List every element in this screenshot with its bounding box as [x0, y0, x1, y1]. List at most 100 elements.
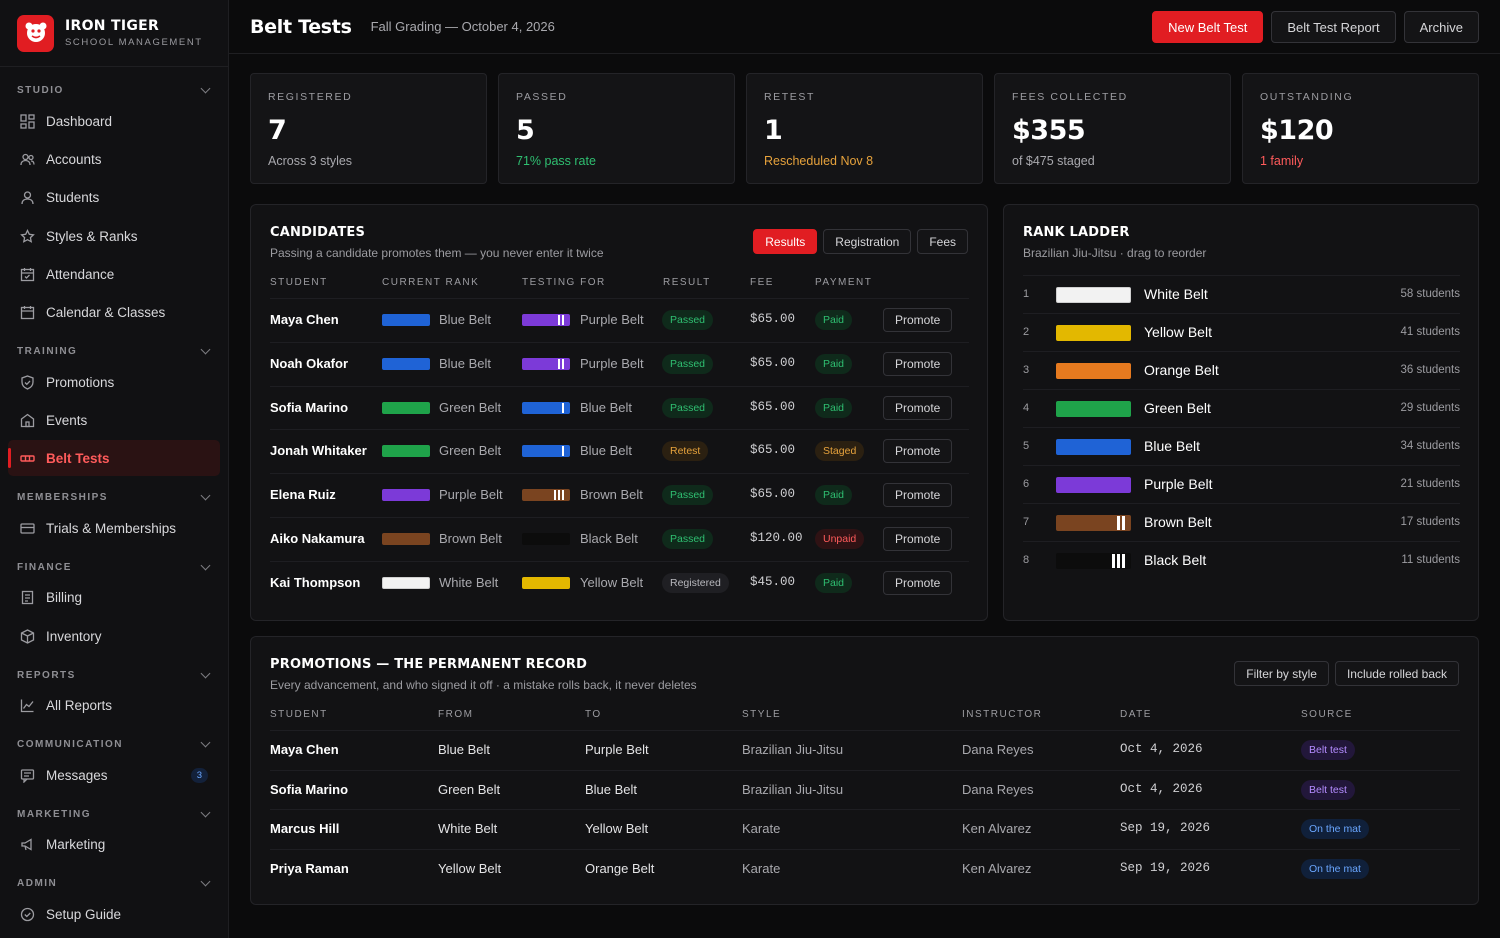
sidebar-item-billing[interactable]: Billing: [8, 579, 220, 615]
ladder-row[interactable]: 4 Green Belt 29 students: [1023, 389, 1460, 427]
ladder-row[interactable]: 7 Brown Belt 17 students: [1023, 503, 1460, 541]
section-marketing[interactable]: MARKETING: [0, 804, 228, 824]
sidebar-item-label: Calendar & Classes: [46, 304, 166, 320]
to-rank: Orange Belt: [585, 860, 655, 876]
student-name[interactable]: Priya Raman: [270, 860, 349, 876]
student-name[interactable]: Marcus Hill: [270, 821, 340, 837]
section-communication[interactable]: COMMUNICATION: [0, 734, 228, 754]
student-name[interactable]: Sofia Marino: [270, 781, 349, 797]
ladder-row[interactable]: 6 Purple Belt 21 students: [1023, 465, 1460, 503]
promotions-panel: PROMOTIONS — THE PERMANENT RECORD Every …: [250, 636, 1479, 905]
ladder-row[interactable]: 3 Orange Belt 36 students: [1023, 351, 1460, 389]
instructor-name: Dana Reyes: [962, 781, 1034, 797]
student-name[interactable]: Maya Chen: [270, 312, 339, 327]
new-belt-test-button[interactable]: New Belt Test: [1152, 11, 1264, 43]
promotions-title: PROMOTIONS — THE PERMANENT RECORD: [270, 657, 588, 672]
include-rolled-back-button[interactable]: Include rolled back: [1334, 661, 1459, 686]
sidebar-item-promotions[interactable]: Promotions: [8, 364, 220, 400]
archive-button[interactable]: Archive: [1403, 11, 1479, 43]
rank-name: White Belt: [1144, 286, 1208, 302]
promote-button[interactable]: Promote: [883, 395, 953, 420]
current-rank-belt: [382, 401, 430, 414]
promote-button[interactable]: Promote: [883, 570, 953, 595]
stat-label: FEES COLLECTED: [1012, 91, 1128, 103]
ladder-row[interactable]: 1 White Belt 58 students: [1023, 275, 1460, 313]
chevron-down-icon: [200, 344, 211, 355]
student-name[interactable]: Aiko Nakamura: [270, 531, 365, 546]
filter-by-style-button[interactable]: Filter by style: [1234, 661, 1329, 686]
ladder-row[interactable]: 2 Yellow Belt 41 students: [1023, 313, 1460, 351]
rank-belt: [1056, 553, 1131, 569]
tab-registration[interactable]: Registration: [823, 229, 912, 254]
stat-passed: PASSED 5 71% pass rate: [498, 73, 735, 184]
stripe: [1122, 554, 1125, 568]
source-badge: On the mat: [1301, 858, 1369, 879]
sidebar-item-dashboard[interactable]: Dashboard: [8, 103, 220, 139]
tab-results[interactable]: Results: [753, 229, 818, 254]
testing-rank: Purple Belt: [580, 355, 644, 371]
sidebar-item-attendance[interactable]: Attendance: [8, 256, 220, 292]
sidebar-item-styles-ranks[interactable]: Styles & Ranks: [8, 218, 220, 254]
stat-label: PASSED: [516, 91, 568, 103]
section-memberships[interactable]: MEMBERSHIPS: [0, 487, 228, 507]
rank-belt: [1056, 439, 1131, 455]
promote-button[interactable]: Promote: [883, 308, 953, 332]
rank-name: Green Belt: [1144, 400, 1211, 416]
section-training[interactable]: TRAINING: [0, 341, 228, 361]
candidates-tabs: Results Registration Fees: [753, 229, 968, 254]
student-name[interactable]: Kai Thompson: [270, 574, 361, 590]
student-name[interactable]: Noah Okafor: [270, 355, 349, 371]
promote-button[interactable]: Promote: [883, 351, 953, 376]
section-label: TRAINING: [17, 345, 78, 357]
source-badge: On the mat: [1301, 819, 1369, 840]
to-rank: Blue Belt: [585, 781, 638, 797]
sidebar-item-setup-guide[interactable]: Setup Guide: [8, 896, 220, 932]
row-divider: [270, 769, 1460, 771]
promote-button[interactable]: Promote: [883, 527, 953, 551]
section-finance[interactable]: FINANCE: [0, 557, 228, 577]
sidebar-item-label: Attendance: [46, 266, 115, 282]
ladder-row[interactable]: 8 Black Belt 11 students: [1023, 541, 1460, 579]
stat-note: of $475 staged: [1012, 154, 1095, 168]
message-icon: [19, 767, 35, 783]
sidebar-item-label: Trials & Memberships: [46, 520, 177, 536]
current-rank: White Belt: [439, 574, 499, 590]
sidebar-item-accounts[interactable]: Accounts: [8, 141, 220, 177]
section-studio[interactable]: STUDIO: [0, 80, 228, 100]
style-name: Karate: [742, 821, 781, 837]
testing-rank-belt: [522, 357, 570, 370]
tab-fees[interactable]: Fees: [917, 229, 968, 254]
student-name[interactable]: Sofia Marino: [270, 399, 349, 415]
promote-button[interactable]: Promote: [883, 439, 953, 464]
sidebar-item-inventory[interactable]: Inventory: [8, 618, 220, 654]
page-subtitle: Fall Grading — October 4, 2026: [370, 19, 555, 34]
stat-label: OUTSTANDING: [1260, 91, 1354, 103]
promotion-date: Sep 19, 2026: [1120, 821, 1211, 836]
sidebar-item-calendar[interactable]: Calendar & Classes: [8, 294, 220, 330]
promote-button[interactable]: Promote: [883, 483, 953, 508]
stripe: [558, 358, 560, 369]
belt-test-report-button[interactable]: Belt Test Report: [1271, 11, 1396, 43]
rank-student-count: 11 students: [1401, 554, 1460, 566]
sidebar-item-events[interactable]: Events: [8, 402, 220, 438]
testing-rank: Blue Belt: [580, 443, 633, 459]
section-admin[interactable]: ADMIN: [0, 873, 228, 893]
student-name[interactable]: Elena Ruiz: [270, 487, 336, 503]
column-header: RESULT: [663, 277, 711, 288]
grid-icon: [19, 113, 35, 129]
sidebar-item-all-reports[interactable]: All Reports: [8, 687, 220, 723]
section-label: REPORTS: [17, 669, 76, 681]
section-reports[interactable]: REPORTS: [0, 665, 228, 685]
row-divider: [270, 429, 969, 431]
student-name[interactable]: Maya Chen: [270, 742, 339, 757]
ladder-row[interactable]: 5 Blue Belt 34 students: [1023, 427, 1460, 465]
sidebar-item-trials[interactable]: Trials & Memberships: [8, 510, 220, 546]
sidebar-item-students[interactable]: Students: [8, 179, 220, 215]
sidebar-item-marketing[interactable]: Marketing: [8, 826, 220, 862]
from-rank: White Belt: [438, 821, 498, 837]
column-header: DATE: [1120, 709, 1152, 720]
sidebar-item-belt-tests[interactable]: Belt Tests: [8, 440, 220, 476]
student-name[interactable]: Jonah Whitaker: [270, 443, 367, 459]
rank-name: Purple Belt: [1144, 476, 1213, 492]
sidebar-item-messages[interactable]: Messages 3: [8, 757, 220, 793]
